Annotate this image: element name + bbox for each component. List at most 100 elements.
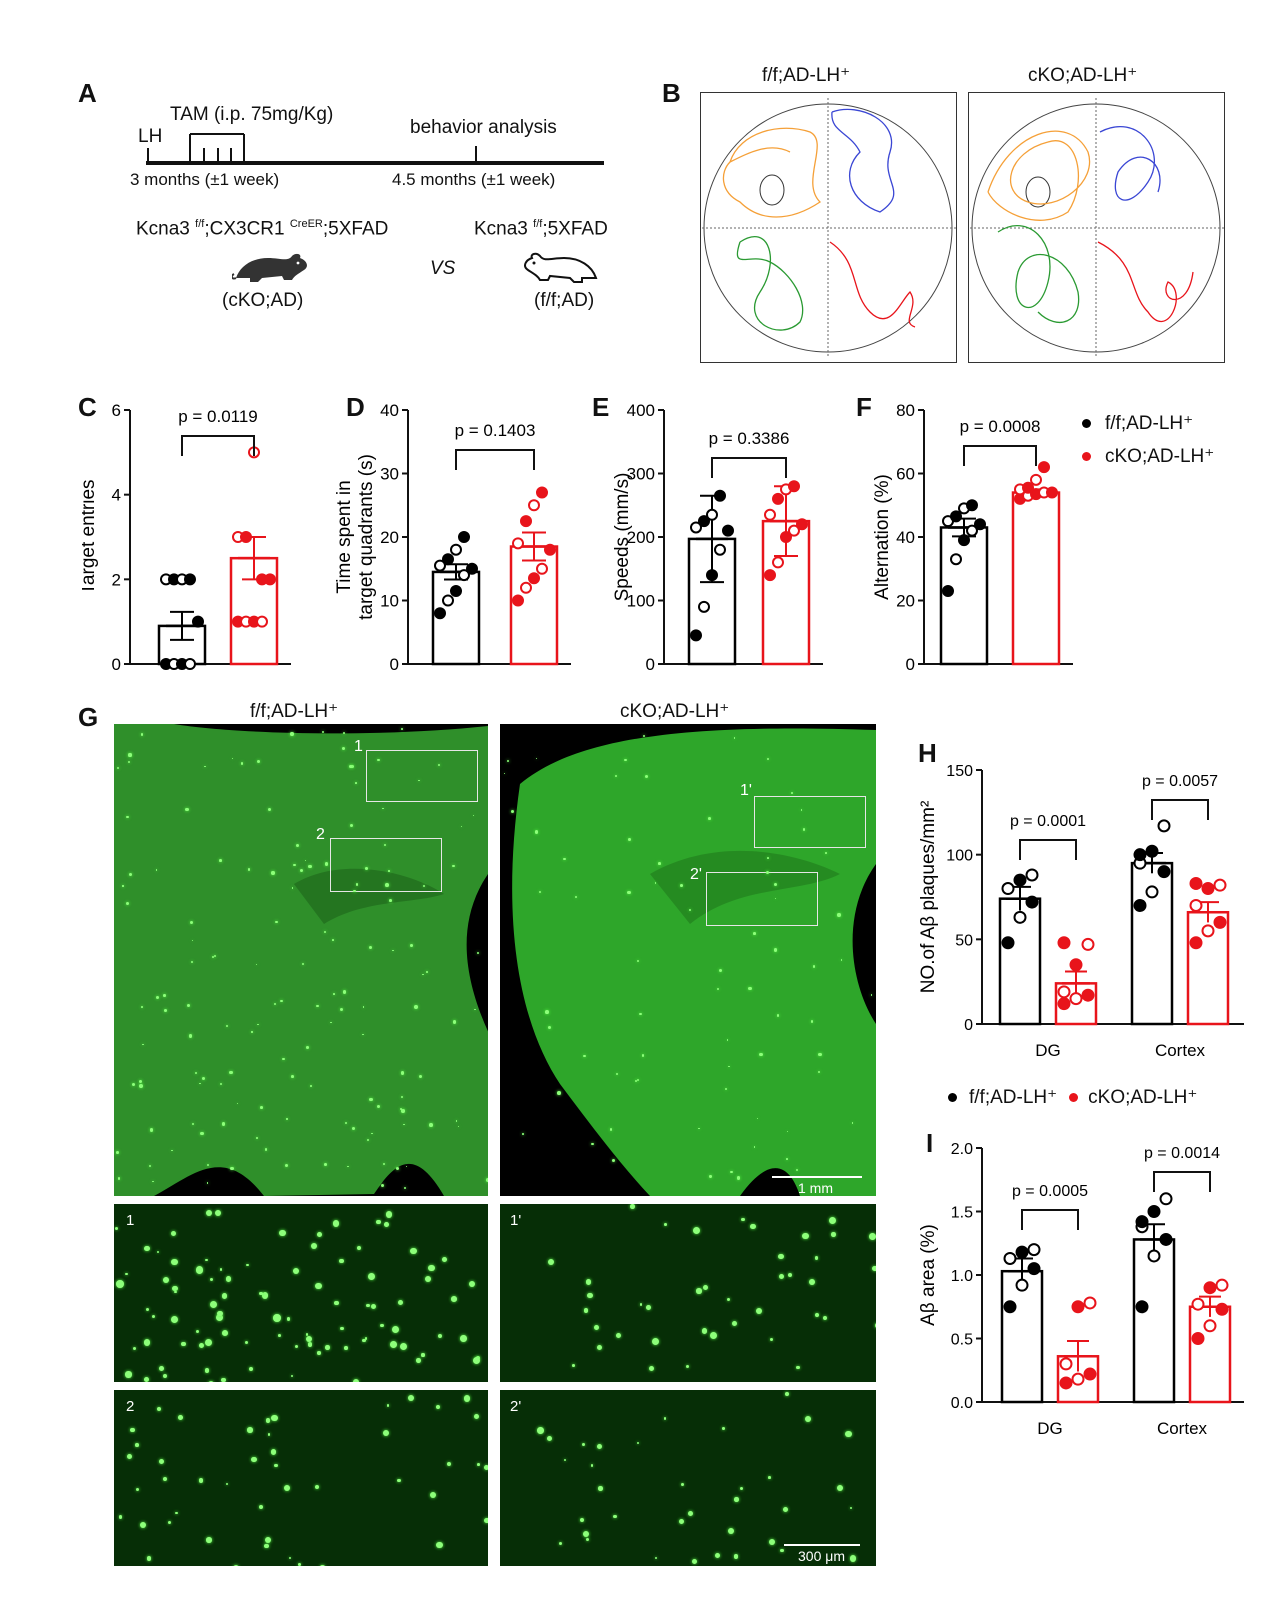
significance-bracket: [1021, 1209, 1079, 1230]
plaque-spot: [681, 1482, 685, 1486]
plaque-spot: [484, 1517, 488, 1524]
plaque-spot: [642, 735, 645, 738]
plaque-spot: [639, 1012, 642, 1015]
plaque-spot: [473, 1357, 481, 1365]
plaque-spot: [426, 971, 428, 974]
data-point: [780, 531, 792, 543]
plaque-spot: [133, 1346, 137, 1350]
data-point: [722, 524, 734, 537]
plaque-spot: [537, 1427, 544, 1434]
y-tick-label: 20: [380, 528, 399, 547]
y-tick-label: 10: [380, 592, 399, 611]
plaque-spot: [152, 1180, 154, 1183]
white-mouse-icon: [524, 252, 598, 283]
plaque-spot: [290, 1374, 294, 1378]
x-tick-label: DG: [1037, 1419, 1063, 1438]
data-point: [434, 559, 446, 572]
y-axis-label: NO.of Aβ plaques/mm²: [918, 801, 939, 994]
plaque-spot: [219, 859, 222, 862]
plaque-spot: [188, 1034, 193, 1038]
plaque-spot: [680, 884, 684, 887]
plaque-spot: [382, 1429, 389, 1436]
y-tick-label: 0: [390, 655, 399, 674]
plaque-spot: [564, 1458, 567, 1462]
data-point: [1213, 878, 1227, 892]
data-point: [536, 486, 548, 499]
plaque-spot: [291, 1074, 295, 1078]
chart-plaque-count: 0 50 100 150 NO.of Aβ plaques/mm² DG p = 0.000…: [918, 763, 1244, 1060]
plaque-spot: [727, 1298, 731, 1302]
data-point: [1147, 1205, 1161, 1218]
plaque-spot: [740, 1486, 744, 1490]
plaque-spot: [755, 1308, 762, 1315]
plaque-spot: [399, 1343, 407, 1351]
plaque-spot: [255, 963, 258, 966]
chart-target-entries: 0 2 4 6 Target entries p = 0.0119: [82, 401, 291, 674]
plaque-spot: [339, 1258, 344, 1264]
data-point: [1069, 958, 1083, 972]
plaque-spot: [201, 1076, 206, 1081]
plaque-spot: [116, 1150, 120, 1154]
plaque-spot: [145, 1307, 150, 1312]
plaque-spot: [850, 1555, 857, 1562]
plaque-spot: [298, 1563, 301, 1566]
plaque-spot: [696, 1288, 702, 1294]
data-point: [1071, 1372, 1085, 1386]
plaque-spot: [135, 1487, 139, 1492]
plaque-spot: [279, 1229, 287, 1237]
plaque-spot: [452, 1020, 457, 1024]
plaque-spot: [796, 1365, 800, 1370]
plaque-spot: [585, 1278, 592, 1285]
plaque-spot: [271, 871, 275, 875]
plaque-spot: [315, 1484, 320, 1489]
data-point: [706, 569, 718, 582]
plaque-spot: [609, 1128, 613, 1132]
plaque-spot: [325, 1345, 330, 1350]
panel-label-g: G: [78, 702, 99, 732]
maze-title-cko: cKO;AD-LH⁺: [1028, 65, 1138, 86]
plaque-spot: [483, 1465, 488, 1471]
plaque-spot: [628, 838, 631, 841]
plaque-spot: [380, 1323, 385, 1328]
plaque-spot: [407, 1395, 414, 1402]
data-point: [1213, 915, 1227, 929]
plaque-spot: [811, 1020, 814, 1023]
plaque-spot: [308, 864, 312, 869]
plaque-spot: [267, 807, 271, 812]
plaque-spot: [572, 1364, 575, 1368]
plaque-spot: [206, 1182, 209, 1184]
roi-box-1-label: 1: [354, 738, 363, 755]
plaque-spot: [596, 1344, 603, 1350]
data-point: [714, 543, 726, 556]
plaque-spot: [474, 1414, 480, 1420]
plaque-spot: [403, 1187, 406, 1190]
plaque-spot: [644, 774, 648, 779]
plaque-spot: [205, 1338, 213, 1346]
plaque-spot: [321, 730, 324, 734]
data-point: [536, 562, 548, 575]
plaque-spot: [307, 1342, 313, 1347]
plaque-spot: [539, 891, 542, 894]
plaque-spot: [333, 993, 335, 995]
plaque-spot: [284, 1164, 288, 1168]
y-tick-label: 150: [946, 763, 973, 780]
plaque-spot: [163, 994, 166, 997]
data-point: [1203, 1281, 1217, 1295]
plaque-spot: [385, 883, 389, 887]
plaque-spot: [457, 1125, 460, 1128]
plaque-spot: [455, 1120, 458, 1123]
plaque-spot: [390, 1341, 398, 1348]
zoom-inset-1-label: 1: [126, 1212, 135, 1229]
tam-label: TAM (i.p. 75mg/Kg): [170, 104, 334, 125]
plaque-spot: [716, 988, 719, 991]
plaque-spot: [195, 1329, 199, 1333]
plaque-spot: [422, 973, 424, 976]
plaque-spot: [198, 1478, 204, 1484]
plaque-spot: [436, 1405, 440, 1410]
plaque-spot: [367, 1139, 370, 1142]
plaque-spot: [251, 1456, 257, 1463]
plaque-spot: [767, 856, 769, 859]
plaque-spot: [317, 1351, 321, 1355]
plaque-spot: [423, 885, 426, 888]
plaque-spot: [280, 999, 283, 1002]
